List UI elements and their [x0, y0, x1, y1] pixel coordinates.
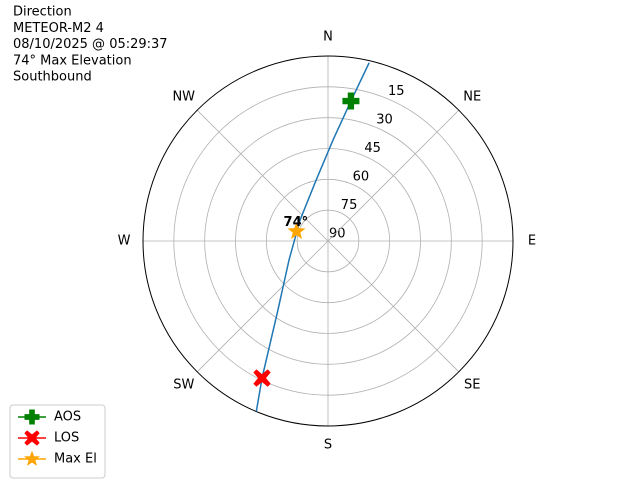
- title-line: METEOR-M2 4: [13, 21, 104, 36]
- annotation: 74°: [284, 215, 309, 230]
- theta-tick-label: N: [323, 30, 333, 45]
- grid-spoke: [196, 109, 329, 242]
- grid-spoke: [196, 240, 329, 373]
- r-tick-label: 15: [388, 84, 405, 99]
- title-line: 08/10/2025 @ 05:29:37: [13, 37, 168, 52]
- theta-tick-label: SW: [173, 378, 194, 393]
- title-line: Direction: [13, 5, 72, 20]
- marker-plus: [342, 92, 360, 110]
- grid-spoke: [327, 109, 460, 242]
- grid-spoke: [327, 240, 460, 373]
- marker-x: [253, 369, 271, 387]
- title-line: 74° Max Elevation: [13, 53, 132, 68]
- theta-tick-label: NW: [172, 89, 195, 104]
- legend-marker: [23, 450, 41, 466]
- theta-tick-label: E: [528, 234, 536, 249]
- r-tick-label: 30: [376, 113, 393, 128]
- legend-label: LOS: [54, 431, 79, 446]
- legend-label: Max El: [54, 452, 97, 467]
- theta-tick-label: SE: [464, 378, 480, 393]
- r-tick-label: 45: [364, 141, 381, 156]
- r-tick-label: 60: [353, 170, 370, 185]
- track-line: [255, 62, 370, 412]
- legend-marker: [24, 409, 40, 425]
- title-line: Southbound: [13, 70, 92, 85]
- theta-tick-label: W: [118, 234, 131, 249]
- marker-star: [287, 221, 306, 240]
- legend-marker: [24, 430, 40, 446]
- theta-tick-label: S: [324, 438, 332, 453]
- theta-tick-label: NE: [463, 89, 481, 104]
- r-tick-label: 90: [329, 227, 346, 242]
- outer-frame: [142, 55, 514, 427]
- r-tick-label: 75: [341, 198, 358, 213]
- legend-label: AOS: [54, 410, 81, 425]
